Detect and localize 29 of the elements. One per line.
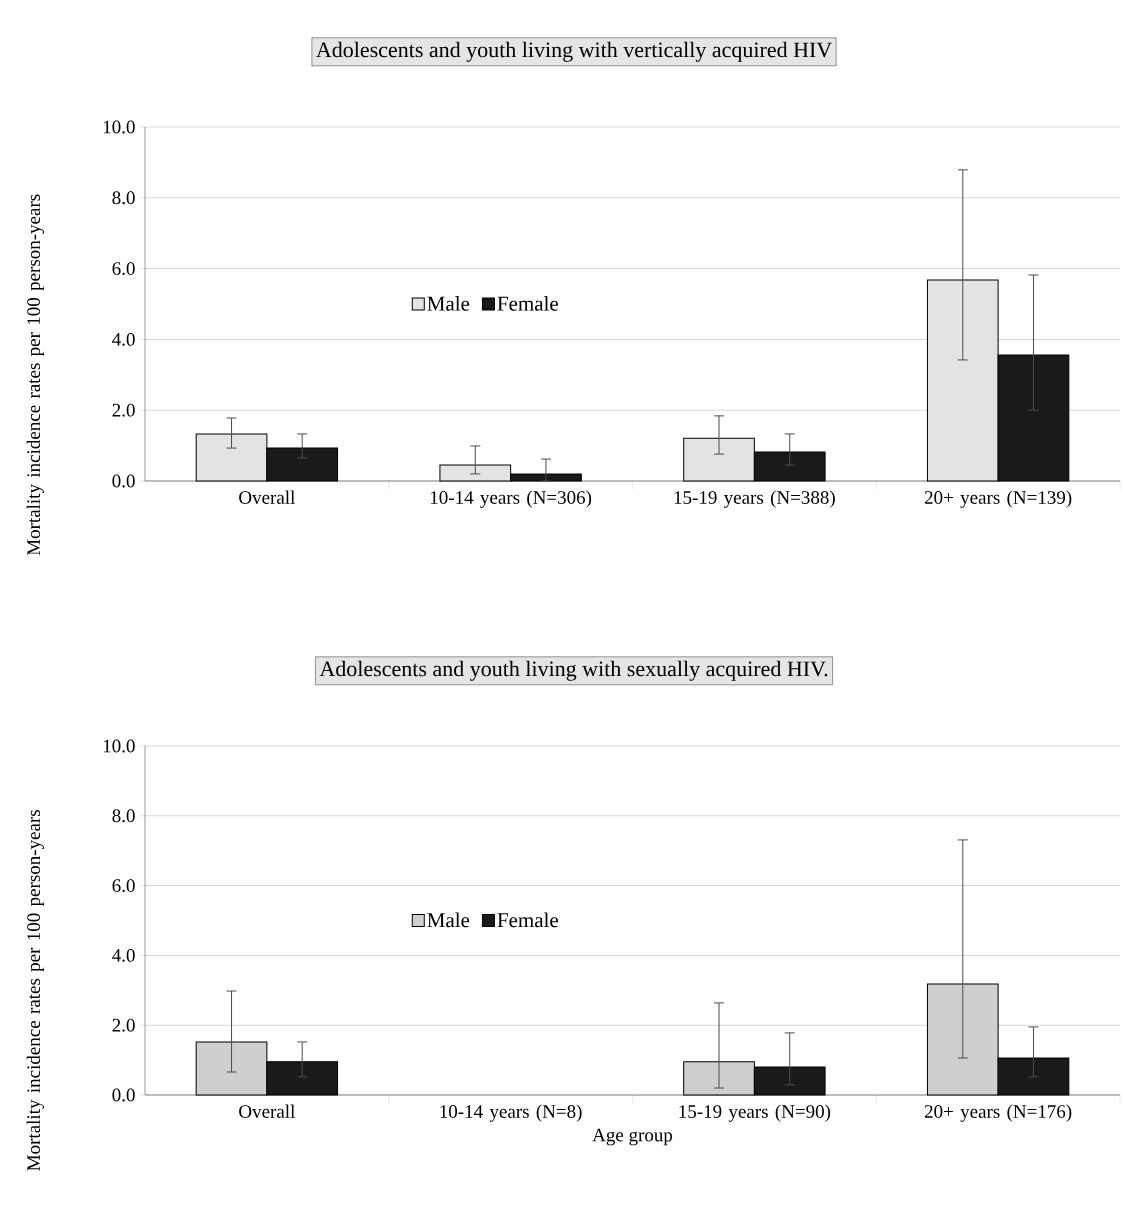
x-axis-title: Age group xyxy=(592,1128,673,1146)
x-tick-label: 20+ years (N=139) xyxy=(924,490,1072,508)
x-tick-label: 10-14 years (N=306) xyxy=(430,490,592,508)
y-tick-label: 0.0 xyxy=(112,1088,135,1102)
y-tick-label: 2.0 xyxy=(112,403,135,417)
y-tick-label: 6.0 xyxy=(112,879,135,893)
legend-label: Male xyxy=(427,295,470,311)
y-tick-label: 4.0 xyxy=(112,948,135,962)
legend-label: Female xyxy=(497,295,559,311)
y-tick-label: 8.0 xyxy=(112,191,135,205)
x-tick-label: 10-14 years (N=8) xyxy=(440,1104,582,1122)
y-tick-label: 2.0 xyxy=(112,1018,135,1032)
legend-label: Female xyxy=(497,912,559,928)
chart-title: Adolescents and youth living with sexually acquired HIV. xyxy=(319,660,828,681)
x-tick-label: 15-19 years (N=388) xyxy=(674,490,835,508)
x-tick-label: 15-19 years (N=90) xyxy=(679,1104,831,1122)
chart-title: Adolescents and youth living with vertically acquired HIV xyxy=(316,41,832,62)
y-tick-label: 8.0 xyxy=(112,809,135,823)
legend-label: Male xyxy=(427,912,470,928)
y-tick-label: 0.0 xyxy=(112,474,135,488)
x-tick-label: 20+ years (N=176) xyxy=(924,1104,1072,1122)
y-tick-label: 6.0 xyxy=(112,262,135,276)
y-axis-title: Mortality incidence rates per 100 person-years xyxy=(26,194,44,556)
y-tick-label: 10.0 xyxy=(103,739,135,753)
y-tick-label: 4.0 xyxy=(112,332,135,346)
y-tick-label: 10.0 xyxy=(103,120,135,134)
x-tick-label: Overall xyxy=(239,490,295,504)
x-tick-label: Overall xyxy=(239,1104,295,1118)
y-axis-title: Mortality incidence rates per 100 person-years xyxy=(26,810,44,1171)
